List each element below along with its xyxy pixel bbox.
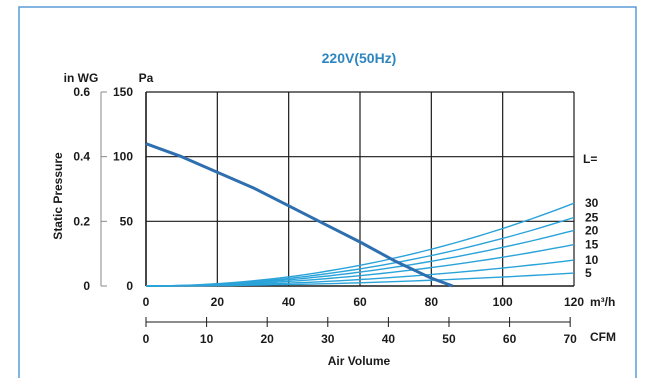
x-tick-label-cfm: 50 xyxy=(442,332,456,346)
chart-border xyxy=(18,6,637,378)
x-tick-label: 60 xyxy=(353,295,367,309)
legend-label-L30: 30 xyxy=(585,196,599,210)
x-tick-label-cfm: 40 xyxy=(382,332,396,346)
x-tick-label: 40 xyxy=(282,295,296,309)
y-tick-label-pa: 150 xyxy=(113,85,133,99)
legend-label-L25: 25 xyxy=(585,210,599,224)
x-tick-label-cfm: 30 xyxy=(321,332,335,346)
x-unit-top: m³/h xyxy=(590,295,615,309)
x-tick-label-cfm: 70 xyxy=(563,332,577,346)
y-tick-label-pa: 50 xyxy=(120,214,134,228)
x-tick-label-cfm: 10 xyxy=(200,332,214,346)
legend-label-L15: 15 xyxy=(585,238,599,252)
legend-title: L= xyxy=(583,152,597,166)
y-tick-label-inwg: 0.4 xyxy=(73,150,90,164)
y-tick-label-inwg: 0.2 xyxy=(73,214,90,228)
axis-ticks: 0 20 40 60 80 100 120 0 50 100 150 0 0.2 0.4 0.6 0 10 20 3… xyxy=(73,85,584,346)
x-tick-label: 100 xyxy=(493,295,513,309)
x-tick-label-cfm: 0 xyxy=(143,332,150,346)
y-axis-title: Static Pressure xyxy=(51,152,65,240)
legend-label-L5: 5 xyxy=(585,266,592,280)
x-tick-label-cfm: 20 xyxy=(261,332,275,346)
x-tick-label: 120 xyxy=(564,295,584,309)
y-unit-right: Pa xyxy=(139,71,154,85)
x-tick-label: 20 xyxy=(211,295,225,309)
x-tick-label: 0 xyxy=(143,295,150,309)
y-tick-label-pa: 0 xyxy=(126,279,133,293)
y-unit-left: in WG xyxy=(64,71,99,85)
x-axis-title: Air Volume xyxy=(328,354,391,368)
grid xyxy=(145,91,575,287)
y-tick-label-inwg: 0 xyxy=(83,279,90,293)
legend-label-L10: 10 xyxy=(585,253,599,267)
x-tick-label-cfm: 60 xyxy=(503,332,517,346)
series xyxy=(145,142,575,288)
legend-label-L20: 20 xyxy=(585,223,599,237)
y-tick-label-inwg: 0.6 xyxy=(73,85,90,99)
x-tick-label: 80 xyxy=(425,295,439,309)
y-tick-label-pa: 100 xyxy=(113,150,133,164)
fan-pressure-curve xyxy=(145,142,454,288)
x-unit-bottom: CFM xyxy=(590,330,616,344)
chart-title: 220V(50Hz) xyxy=(322,50,397,66)
system-curve-5 xyxy=(146,272,575,287)
